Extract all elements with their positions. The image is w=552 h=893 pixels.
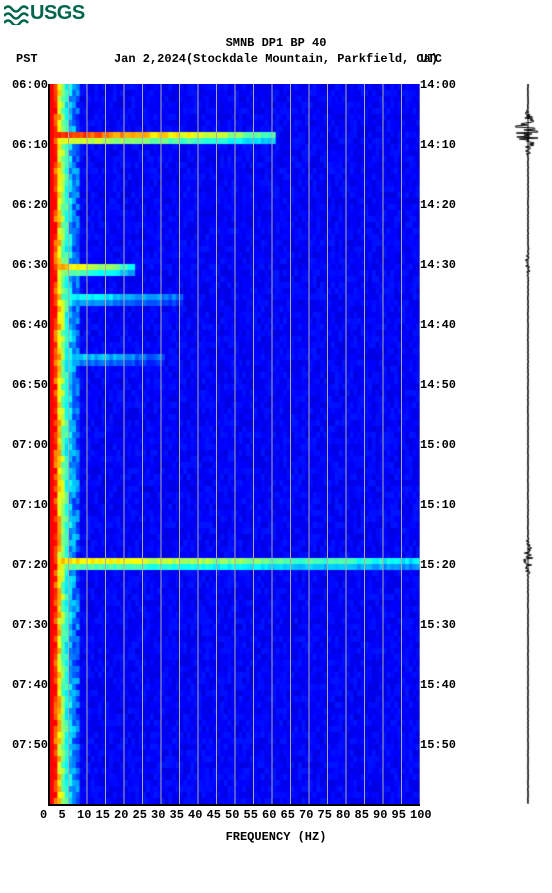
x-tick-label: 45 (207, 808, 221, 822)
right-tick-label: 14:20 (420, 198, 456, 212)
utc-label: UTC (420, 52, 442, 66)
x-tick-label: 75 (318, 808, 332, 822)
left-tick-label: 06:20 (12, 198, 48, 212)
x-tick-label: 5 (59, 808, 66, 822)
seismogram-trace (506, 84, 550, 804)
x-tick-label: 25 (133, 808, 147, 822)
frequency-axis: 0510152025303540455055606570758085909510… (48, 808, 418, 826)
x-tick-label: 70 (299, 808, 313, 822)
x-tick-label: 35 (170, 808, 184, 822)
right-tick-label: 15:50 (420, 738, 456, 752)
left-tick-label: 07:00 (12, 438, 48, 452)
x-tick-label: 60 (262, 808, 276, 822)
left-tick-label: 07:30 (12, 618, 48, 632)
x-tick-label: 10 (77, 808, 91, 822)
x-tick-label: 50 (225, 808, 239, 822)
left-tick-label: 06:50 (12, 378, 48, 392)
x-tick-label: 95 (392, 808, 406, 822)
title-line1: SMNB DP1 BP 40 (0, 36, 552, 50)
page-root: USGS SMNB DP1 BP 40 PST Jan 2,2024(Stock… (0, 0, 552, 893)
right-tick-label: 15:30 (420, 618, 456, 632)
x-tick-label: 90 (373, 808, 387, 822)
x-tick-label: 40 (188, 808, 202, 822)
wave-icon (4, 3, 30, 25)
right-tick-label: 14:30 (420, 258, 456, 272)
right-tick-label: 15:40 (420, 678, 456, 692)
left-tick-label: 06:40 (12, 318, 48, 332)
gridlines (50, 84, 420, 804)
right-tick-label: 14:00 (420, 78, 456, 92)
title-center: Jan 2,2024(Stockdale Mountain, Parkfield… (114, 52, 438, 66)
spectrogram-plot (48, 84, 420, 806)
right-tick-label: 14:50 (420, 378, 456, 392)
right-tick-label: 14:10 (420, 138, 456, 152)
left-tick-label: 07:50 (12, 738, 48, 752)
right-time-axis: 14:0014:1014:2014:3014:4014:5015:0015:10… (420, 84, 468, 804)
right-tick-label: 15:10 (420, 498, 456, 512)
title-line2: PST Jan 2,2024(Stockdale Mountain, Parkf… (0, 52, 552, 66)
x-tick-label: 30 (151, 808, 165, 822)
chart-title: SMNB DP1 BP 40 PST Jan 2,2024(Stockdale … (0, 36, 552, 66)
right-tick-label: 15:20 (420, 558, 456, 572)
right-tick-label: 15:00 (420, 438, 456, 452)
x-tick-label: 80 (336, 808, 350, 822)
x-tick-label: 15 (96, 808, 110, 822)
x-tick-label: 65 (281, 808, 295, 822)
logo-text: USGS (30, 2, 85, 25)
x-tick-label: 20 (114, 808, 128, 822)
left-tick-label: 06:00 (12, 78, 48, 92)
right-tick-label: 14:40 (420, 318, 456, 332)
left-tick-label: 07:10 (12, 498, 48, 512)
left-tick-label: 06:30 (12, 258, 48, 272)
x-tick-label: 0 (40, 808, 47, 822)
left-time-axis: 06:0006:1006:2006:3006:4006:5007:0007:10… (4, 84, 48, 804)
x-axis-label: FREQUENCY (HZ) (0, 830, 552, 844)
left-tick-label: 07:20 (12, 558, 48, 572)
x-tick-label: 85 (355, 808, 369, 822)
left-tick-label: 07:40 (12, 678, 48, 692)
x-tick-label: 55 (244, 808, 258, 822)
left-tick-label: 06:10 (12, 138, 48, 152)
x-tick-label: 100 (410, 808, 432, 822)
pst-label: PST (16, 52, 38, 66)
usgs-logo: USGS (4, 2, 85, 25)
